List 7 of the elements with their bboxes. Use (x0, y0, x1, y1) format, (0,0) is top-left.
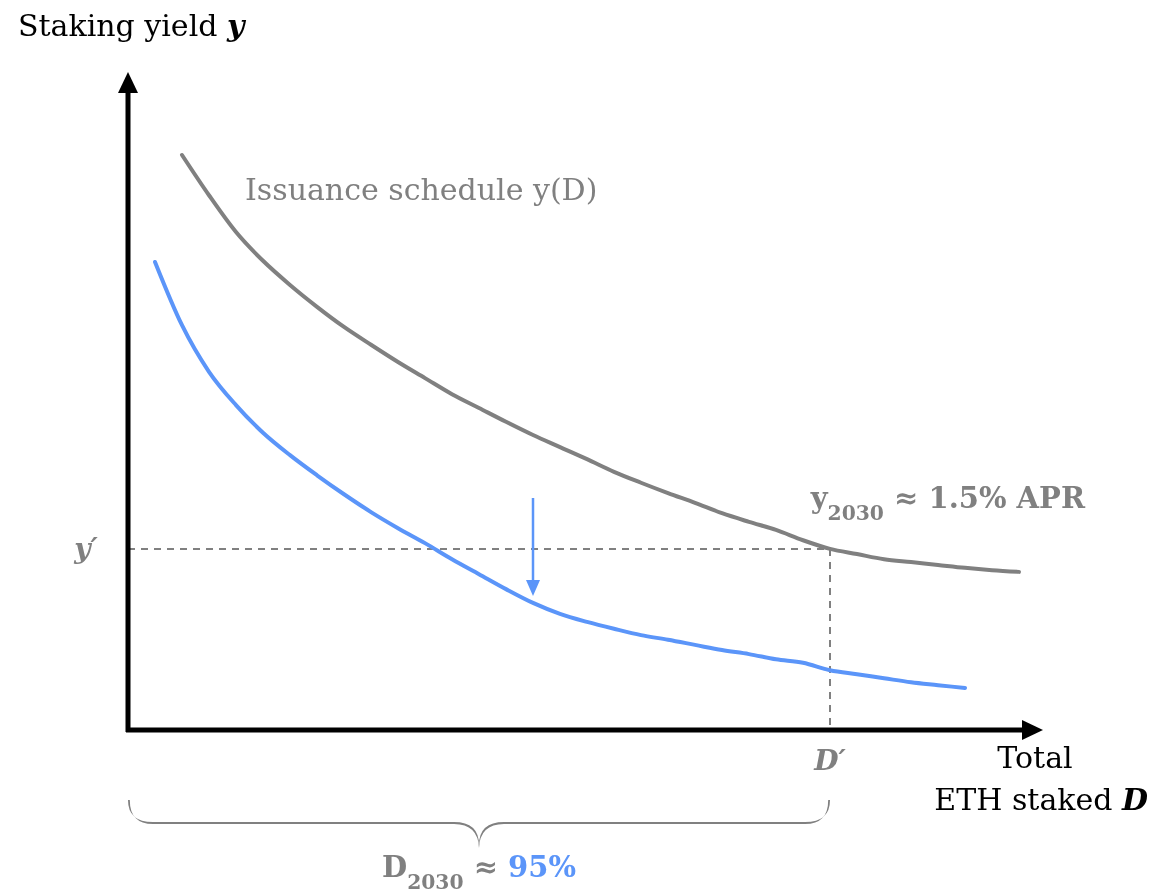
text: D$_{2030}$ ≈ 95% (381, 850, 577, 893)
text: D′ (814, 744, 846, 777)
y-axis-title: Staking yield y (18, 8, 247, 43)
ref-line-label: y′ (73, 531, 99, 565)
x-axis-title: Total ETH staked D (934, 740, 1148, 817)
annotation: y$_{2030}$ ≈ 1.5% APR (809, 481, 1086, 525)
series-label: Issuance schedule y(D) (245, 172, 598, 207)
